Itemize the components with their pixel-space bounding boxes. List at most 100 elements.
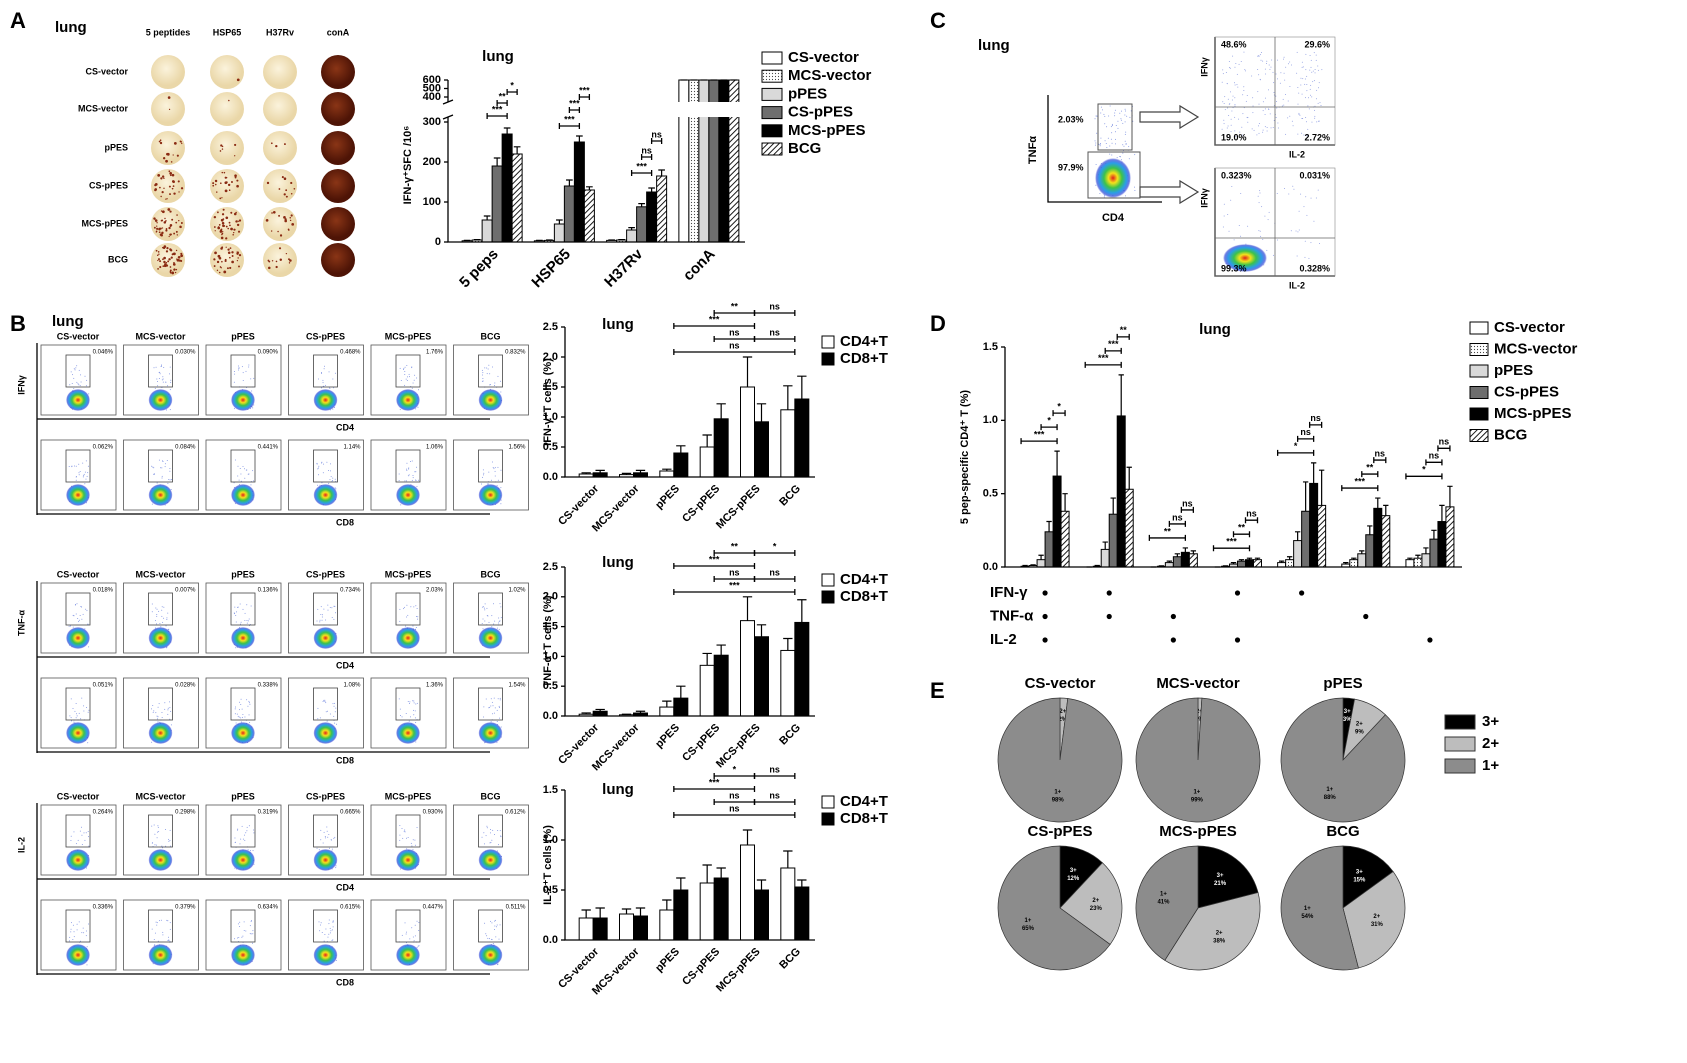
flow-gate-label: 1.36%: [426, 683, 444, 689]
well-spot: [168, 258, 171, 261]
flow-event: [155, 712, 157, 714]
flow-event: [86, 379, 88, 381]
bar: [491, 165, 503, 243]
tissue-label: lung: [55, 19, 87, 36]
flow-event: [327, 604, 329, 606]
flow-event: [326, 461, 328, 463]
flow-event: [324, 365, 326, 367]
flow-event: [332, 939, 334, 941]
flow-event: [241, 708, 243, 710]
flow-event: [323, 385, 325, 387]
flow-event: [165, 845, 167, 847]
flow-event: [1315, 54, 1317, 56]
flow-event: [74, 369, 76, 371]
flow-event: [486, 607, 488, 609]
flow-event: [498, 628, 500, 630]
flow-event: [248, 618, 250, 620]
well-spot: [162, 258, 164, 261]
bar: [659, 706, 675, 717]
significance-label: **: [1238, 523, 1246, 533]
well-spot: [165, 220, 167, 222]
flow-event: [86, 475, 88, 477]
legend-label: 2+: [1482, 735, 1499, 752]
flow-event: [330, 476, 332, 478]
flow-event: [410, 606, 412, 608]
well-spot: [213, 215, 217, 219]
flow-event: [164, 463, 166, 465]
flow-event: [1262, 238, 1264, 240]
flow-event: [1116, 157, 1118, 159]
well-spot: [223, 270, 227, 274]
flow-event: [233, 612, 235, 614]
flow-event: [335, 723, 337, 725]
flow-event: [88, 923, 90, 925]
flow-event: [414, 844, 416, 846]
flow-event: [414, 710, 416, 712]
flow-event: [1305, 117, 1307, 119]
flow-event: [331, 617, 333, 619]
error-bar: [581, 712, 591, 715]
well-spot: [225, 246, 227, 248]
well: [263, 92, 297, 126]
well-spot: [164, 217, 166, 220]
flow-gate-label: 1.08%: [343, 683, 361, 689]
bar: [626, 229, 638, 243]
flow-event: [151, 825, 153, 827]
flow-event: [416, 827, 418, 829]
flow-event: [233, 482, 235, 484]
well-spot: [234, 143, 237, 147]
significance-label: ***: [1226, 537, 1237, 547]
well-spot: [173, 261, 175, 264]
flow-event: [328, 919, 330, 921]
flow-event: [168, 479, 170, 481]
significance-bracket: [506, 89, 518, 95]
flow-event: [239, 921, 241, 923]
flow-event: [492, 467, 494, 469]
well: [210, 92, 244, 126]
well-spot: [175, 268, 178, 271]
flow-event: [405, 625, 407, 627]
flow-marker-label: TNF-α: [16, 610, 26, 636]
flow-gate: [478, 687, 503, 721]
flow-event: [1289, 85, 1291, 87]
flow-event: [1223, 203, 1225, 205]
flow-event: [241, 936, 243, 938]
flow-event: [1315, 98, 1317, 100]
flow-event: [1318, 87, 1320, 89]
flow-event: [161, 711, 163, 713]
flow-event: [239, 623, 241, 625]
flow-event: [1262, 60, 1264, 62]
y-tick-label: 2.5: [543, 321, 558, 333]
error-bar: [1302, 481, 1309, 512]
flow-event: [160, 919, 162, 921]
well-spot: [275, 265, 278, 269]
significance-bracket: [558, 123, 581, 129]
flow-event: [1291, 120, 1293, 122]
flow-event: [497, 963, 499, 965]
y-axis-label: IFN-γ⁺T cells (%): [542, 358, 554, 446]
y-tick-label: 2.0: [543, 351, 558, 363]
flow-event: [72, 626, 74, 628]
flow-event: [1298, 229, 1300, 231]
well-spot: [231, 255, 234, 257]
flow-event: [1114, 131, 1116, 133]
flow-event: [247, 473, 249, 475]
flow-event: [334, 711, 336, 713]
flow-event: [161, 475, 163, 477]
significance-bracket: [1212, 545, 1251, 552]
significance-label: *: [733, 764, 737, 774]
flow-event: [248, 702, 250, 704]
flow-event: [416, 607, 418, 609]
pie-slice-label: 1+: [1326, 787, 1333, 793]
well-row-label: CS-pPES: [89, 180, 128, 190]
flow-event: [399, 868, 401, 870]
legend-swatch: [1469, 386, 1489, 399]
flow-event: [414, 935, 416, 937]
bar: [1124, 488, 1134, 568]
significance-bracket: [1276, 449, 1315, 456]
well: [321, 92, 355, 126]
flow-event: [1236, 73, 1238, 75]
significance-label: **: [499, 91, 507, 101]
flow-gate: [230, 909, 256, 943]
flow-event: [1223, 102, 1225, 104]
